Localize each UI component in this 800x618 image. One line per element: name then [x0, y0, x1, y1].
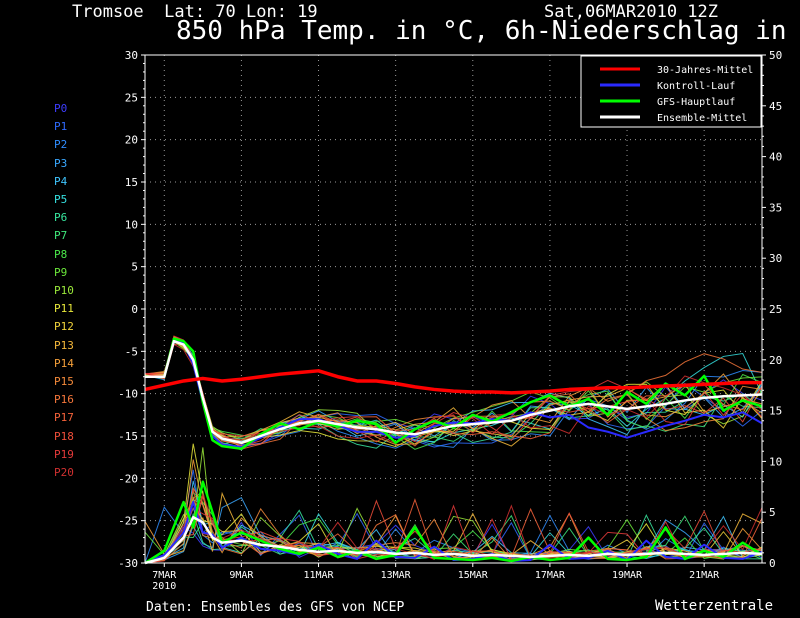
legend-label: GFS-Hauptlauf — [657, 97, 735, 108]
x-tick-label: 13MAR — [381, 570, 412, 581]
member-label: P20 — [54, 466, 74, 479]
y-left-tick-label: 10 — [125, 218, 138, 231]
member-label: P1 — [54, 120, 68, 134]
member-label: P10 — [54, 284, 74, 297]
main-lines — [144, 337, 763, 565]
y-left-tick-label: -10 — [118, 388, 138, 401]
climatology-line — [144, 369, 762, 395]
legend-label: Ensemble-Mittel — [657, 113, 747, 124]
member-label: P0 — [54, 102, 68, 115]
x-year-label: 2010 — [152, 581, 176, 592]
ensemble-mean-temp-line — [145, 339, 763, 445]
y-right-tick-label: 5 — [769, 506, 776, 519]
y-right-tick-label: 40 — [769, 151, 782, 164]
member-label: P3 — [54, 156, 68, 170]
member-label: P16 — [54, 393, 74, 407]
plot-background — [145, 55, 762, 563]
x-tick-label: 17MAR — [535, 570, 566, 581]
member-label: P7 — [54, 229, 68, 243]
x-tick-label: 15MAR — [458, 570, 489, 581]
y-left-tick-label: -5 — [125, 345, 138, 358]
member-label: P4 — [54, 174, 68, 188]
x-tick-label: 11MAR — [303, 570, 334, 581]
y-left-tick-label: 30 — [125, 49, 138, 62]
member-label: P14 — [54, 356, 74, 370]
x-tick-label: 9MAR — [229, 570, 254, 581]
y-right-tick-label: 15 — [769, 405, 782, 418]
x-tick-label: 21MAR — [689, 570, 720, 581]
location-label: Tromsoe Lat: 70 Lon: 19 — [72, 2, 318, 22]
y-left-tick-label: 25 — [125, 91, 138, 104]
y-left-tick-label: 15 — [125, 176, 138, 189]
legend-label: 30-Jahres-Mittel — [657, 65, 753, 76]
member-label: P18 — [54, 429, 74, 443]
y-left-tick-label: -20 — [118, 472, 138, 485]
y-left-tick-label: 0 — [131, 303, 138, 316]
member-label: P19 — [54, 447, 74, 461]
y-right-tick-label: 50 — [769, 49, 782, 62]
y-right-tick-label: 0 — [769, 557, 776, 570]
x-tick-label: 7MAR — [152, 570, 177, 581]
y-right-tick-label: 45 — [769, 100, 782, 113]
member-label: P8 — [54, 247, 68, 261]
y-right-tick-label: 25 — [769, 303, 782, 316]
y-left-tick-label: 5 — [131, 261, 138, 274]
member-label: P5 — [54, 193, 68, 206]
gfs-precip-line — [144, 480, 763, 565]
member-label: P13 — [54, 338, 74, 352]
member-label: P6 — [54, 211, 68, 225]
y-right-tick-label: 30 — [769, 252, 782, 265]
data-source: Daten: Ensembles des GFS von NCEP — [146, 600, 405, 615]
run-datetime: Sat,06MAR2010 12Z — [544, 2, 718, 22]
y-right-tick-label: 20 — [769, 354, 782, 367]
member-label: P17 — [54, 411, 74, 425]
y-left-tick-label: -15 — [118, 430, 138, 443]
ensemble-mean-precip-line — [144, 516, 763, 565]
member-label: P11 — [54, 302, 74, 316]
y-right-tick-label: 35 — [769, 201, 782, 214]
member-label: P12 — [54, 320, 74, 334]
x-tick-label: 19MAR — [612, 570, 643, 581]
y-left-tick-label: -30 — [118, 557, 138, 570]
member-label: P15 — [54, 375, 74, 388]
gfs-temp-line — [145, 337, 763, 450]
legend: 30-Jahres-Mittel Kontroll-Lauf GFS-Hauptla… — [580, 55, 762, 128]
y-left-tick-label: -25 — [118, 515, 138, 528]
chart-title: 850 hPa Temp. in °C, 6h-Niederschlag in … — [176, 16, 800, 46]
member-label: P9 — [54, 265, 68, 279]
legend-label: Kontroll-Lauf — [657, 81, 735, 92]
member-label: P2 — [54, 138, 68, 152]
y-left-tick-label: 20 — [125, 134, 138, 147]
brand-label: Wetterzentrale — [655, 598, 774, 614]
y-right-tick-label: 10 — [769, 455, 782, 468]
